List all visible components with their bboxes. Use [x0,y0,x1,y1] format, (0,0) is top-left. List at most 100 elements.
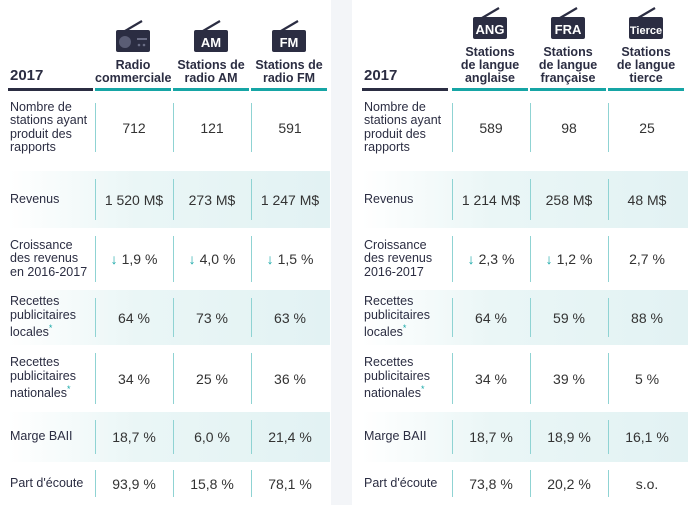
table-cell: 5 % [608,353,685,404]
table-header: 2017 Radio commerciale AM Stations de ra… [8,0,330,92]
table-cell: 78,1 % [251,470,328,497]
cell-value: 18,9 % [547,429,591,445]
column-header-line: Stations [621,45,671,59]
year-underline [8,88,93,91]
footnote-asterisk: * [402,323,407,334]
table-cell: s.o. [608,470,685,497]
column-header-line: Stations de [255,58,323,72]
cell-value: 1,2 % [556,251,593,267]
svg-text:FM: FM [280,35,299,50]
cell-value: 258 M$ [545,191,593,208]
footnote-asterisk: * [421,384,425,395]
cell-value: 59 % [553,309,585,326]
column-header: Radio commerciale [95,20,171,85]
row-label: Recettes publicitaires locales* [10,294,77,340]
cell-value: 591 [278,119,302,136]
table-cell: 48 M$ [608,179,685,220]
cell-value: 93,9 % [112,475,156,492]
table-cell: 73,8 % [452,470,529,497]
down-arrow-icon: ↓ [266,251,274,267]
column-header-line: Stations [465,45,515,59]
table-cell: 63 % [251,298,328,337]
table-row: Nombre de stations ayant produit des rap… [362,95,688,160]
table-cell: 2,7 % [608,236,685,282]
table-cell: 591 [251,103,328,152]
row-label: Part d'écoute [364,475,438,490]
table-by-language: 2017 ANG Stations de langue anglaise FRA… [362,0,688,505]
cell-value: s.o. [635,475,659,492]
cell-value: 1 247 M$ [260,191,320,208]
down-arrow-icon: ↓ [545,251,553,267]
cell-value: 1,5 % [277,251,314,267]
fm-radio-icon: FM [251,20,327,57]
fra-radio-icon: FRA [530,7,606,44]
down-arrow-icon: ↓ [467,251,475,267]
table-row: Part d'écoute 93,9 % 15,8 % 78,1 % [8,462,330,505]
cell-value: 34 % [475,370,507,387]
table-row: Revenus 1 520 M$ 273 M$ 1 247 M$ [8,171,330,228]
column-underline [251,88,327,91]
column-header-line: Stations [543,45,593,59]
row-label: Marge BAII [10,429,73,444]
table-cell: 21,4 % [251,420,328,454]
column-underline [173,88,249,91]
cell-value: 4,0 % [199,251,236,267]
table-row: Croissance des revenus en 2016-2017 ↓ 1,9 … [8,228,330,290]
cell-value: 39 % [553,370,585,387]
table-cell: 39 % [530,353,607,404]
table-row: Part d'écoute 73,8 % 20,2 % s.o. [362,462,688,505]
row-label: Part d'écoute [10,475,84,490]
cell-value: 63 % [274,309,306,326]
column-header: FRA Stations de langue française [530,7,606,85]
row-label: Nombre de stations ayant produit des rap… [364,99,442,154]
year-label: 2017 [364,67,398,84]
cell-value: 18,7 % [469,429,513,445]
row-label: Recettes publicitaires nationales* [10,355,77,401]
column-underline [608,88,684,91]
cell-value: 21,4 % [268,429,312,445]
cell-value: 73,8 % [469,475,513,492]
table-cell: 20,2 % [530,470,607,497]
cell-value: 25 [639,119,655,136]
table-cell: 59 % [530,298,607,337]
cell-value: 98 [561,119,577,136]
table-cell: 121 [173,103,250,152]
cell-value: 64 % [118,309,150,326]
table-cell: 1 214 M$ [452,179,529,220]
table-cell: 273 M$ [173,179,250,220]
column-header-line: française [540,71,596,85]
cell-value: 78,1 % [268,475,312,492]
column-header-line: commerciale [95,71,172,85]
row-label: Recettes publicitaires locales* [364,294,431,340]
panel-separator [331,0,352,505]
cell-value: 121 [200,119,224,136]
table-cell: 34 % [95,353,172,404]
radio-icon [95,20,171,57]
cell-value: 88 % [631,309,663,326]
table-cell: ↓ 1,9 % [95,236,172,282]
table-cell: 34 % [452,353,529,404]
table-cell: 25 % [173,353,250,404]
cell-value: 36 % [274,370,306,387]
table-cell: 73 % [173,298,250,337]
table-cell: 589 [452,103,529,152]
column-header-line: Stations de [177,58,245,72]
table-row: Revenus 1 214 M$ 258 M$ 48 M$ [362,171,688,228]
ang-radio-icon: ANG [452,7,528,44]
column-underline [530,88,606,91]
table-cell: 64 % [95,298,172,337]
table-cell: 64 % [452,298,529,337]
column-header-line: de langue [616,58,676,72]
table-cell: 18,7 % [95,420,172,454]
column-header-line: Radio [115,58,151,72]
column-underline [452,88,528,91]
cell-value: 2,7 % [629,251,665,267]
table-cell: 1 247 M$ [251,179,328,220]
table-cell: 88 % [608,298,685,337]
cell-value: 1,9 % [121,251,158,267]
table-row: Marge BAII 18,7 % 18,9 % 16,1 % [362,412,688,462]
cell-value: 273 M$ [188,191,236,208]
table-header: 2017 ANG Stations de langue anglaise FRA… [362,0,688,92]
cell-value: 73 % [196,309,228,326]
row-label: Marge BAII [364,429,427,444]
